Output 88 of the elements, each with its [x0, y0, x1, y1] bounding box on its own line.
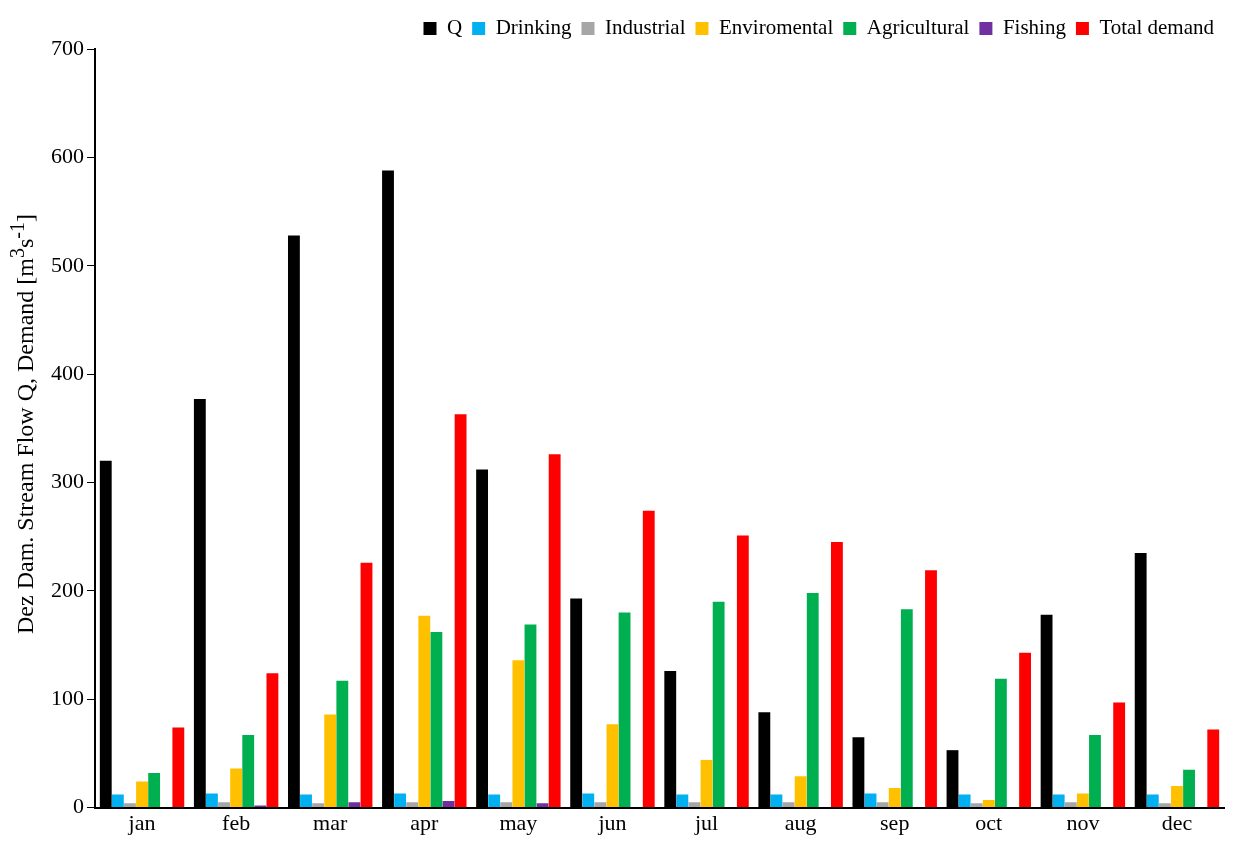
- y-tick-label: 0: [73, 793, 84, 819]
- bar: [360, 562, 373, 808]
- x-tick-label: jan: [127, 809, 156, 835]
- bar: [1113, 702, 1126, 808]
- bar: [430, 632, 443, 808]
- x-tick-label: dec: [1161, 809, 1193, 835]
- x-tick-label: feb: [222, 809, 251, 835]
- bar: [1207, 729, 1220, 808]
- bar: [925, 570, 937, 808]
- bar: [1052, 794, 1065, 808]
- bar: [242, 734, 255, 808]
- legend-label: Drinking: [495, 15, 572, 40]
- bar: [1146, 794, 1159, 808]
- bar: [700, 759, 713, 808]
- bar: [206, 793, 218, 808]
- bar: [806, 593, 819, 808]
- bar: [1158, 803, 1171, 808]
- bar: [900, 609, 913, 808]
- bar: [982, 800, 995, 808]
- bar: [642, 510, 655, 808]
- bar: [1064, 802, 1077, 808]
- legend-label: Q: [446, 15, 463, 40]
- x-tick-label: jun: [597, 809, 627, 835]
- bar: [442, 801, 455, 808]
- bar: [676, 794, 689, 808]
- legend-label: Fishing: [1002, 15, 1067, 40]
- y-tick-label: 200: [51, 576, 84, 602]
- bar: [736, 535, 749, 808]
- legend-label: Enviromental: [718, 15, 834, 40]
- bar: [1183, 769, 1195, 808]
- y-tick-label: 500: [51, 251, 84, 277]
- bar: [1076, 793, 1089, 808]
- bar: [124, 803, 136, 808]
- bar: [970, 803, 983, 808]
- bar: [454, 414, 467, 808]
- x-tick-label: sep: [880, 809, 910, 835]
- y-tick-label: 700: [51, 34, 84, 60]
- bar: [594, 802, 607, 808]
- bar: [958, 794, 971, 808]
- bar: [1089, 734, 1101, 808]
- y-tick-label: 100: [51, 685, 84, 711]
- bar: [394, 793, 407, 808]
- bar: [536, 803, 549, 808]
- x-tick-label: may: [499, 809, 538, 835]
- bar: [172, 727, 185, 808]
- bar: [1171, 785, 1183, 808]
- bar: [418, 615, 431, 808]
- bar: [582, 793, 595, 808]
- bar: [524, 624, 537, 808]
- legend-label: Agricultural: [866, 15, 970, 40]
- bar: [688, 802, 701, 808]
- bar: [994, 678, 1007, 808]
- bar: [606, 724, 619, 808]
- bar: [312, 803, 325, 808]
- bar: [712, 601, 725, 808]
- bar: [218, 802, 230, 808]
- bar: [300, 794, 312, 808]
- bar: [406, 802, 419, 808]
- bar: [548, 454, 561, 808]
- bar: [348, 802, 361, 808]
- x-tick-label: apr: [410, 809, 440, 835]
- bar: [266, 673, 279, 808]
- bar: [136, 781, 148, 808]
- bar: [888, 788, 901, 808]
- x-tick-label: oct: [975, 809, 1003, 835]
- x-tick-label: nov: [1066, 809, 1100, 835]
- bar: [512, 660, 525, 808]
- bar: [336, 680, 349, 808]
- legend-label: Industrial: [604, 15, 686, 40]
- x-tick-label: jul: [693, 809, 719, 835]
- bar: [830, 542, 843, 808]
- bar: [324, 714, 337, 808]
- bar: [794, 776, 807, 808]
- bar: [148, 772, 161, 808]
- y-tick-label: 400: [51, 359, 84, 385]
- bar: [618, 612, 631, 808]
- bar: [230, 768, 243, 808]
- x-tick-label: mar: [313, 809, 348, 835]
- y-tick-label: 600: [51, 143, 84, 169]
- bar: [500, 802, 513, 808]
- y-tick-label: 300: [51, 468, 84, 494]
- bar: [876, 802, 889, 808]
- legend-label: Total demand: [1099, 15, 1215, 40]
- bar: [111, 794, 124, 808]
- bar: [782, 802, 795, 808]
- x-tick-label: aug: [784, 809, 817, 835]
- bar: [488, 794, 501, 808]
- bar: [1019, 652, 1032, 808]
